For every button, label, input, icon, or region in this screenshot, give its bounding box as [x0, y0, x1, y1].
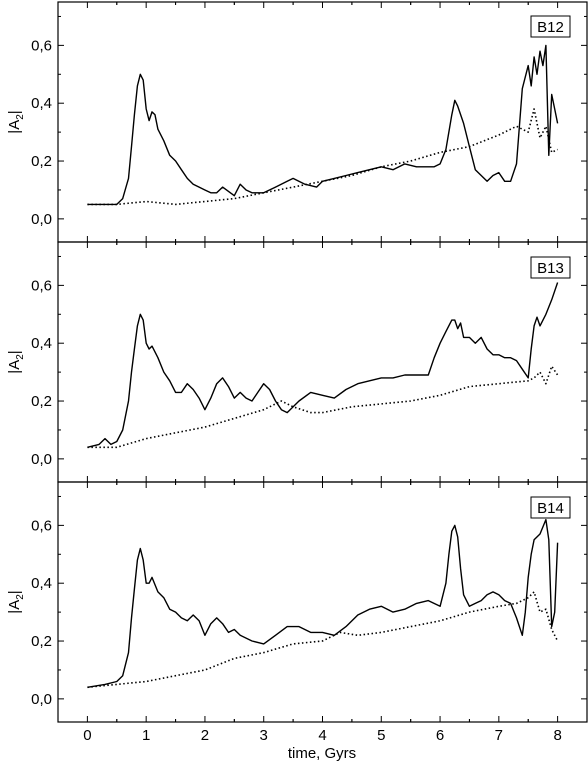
x-tick-label: 1 — [142, 727, 150, 744]
y-tick-label: 0,6 — [31, 277, 52, 294]
tick-labels: 0,0 0,2 0,4 0,6 — [31, 37, 52, 227]
x-tick-label: 2 — [201, 727, 209, 744]
x-tick-label: 3 — [260, 727, 268, 744]
panel-label-box — [530, 15, 571, 38]
y-tick-label: 0,6 — [31, 517, 52, 534]
y-tick-label: 0,2 — [31, 153, 52, 170]
x-tick-label: 6 — [436, 727, 444, 744]
panel-label-box — [530, 496, 571, 519]
tick-labels: 0,0 0,2 0,4 0,6 — [31, 277, 52, 467]
series-layer — [87, 44, 559, 206]
series-layer — [87, 518, 559, 689]
y-tick-label: 0,0 — [31, 451, 52, 468]
x-tick-labels: 0 1 2 3 4 5 6 7 8 — [83, 727, 562, 744]
y-tick-label: 0,2 — [31, 633, 52, 650]
panel-label: B12 — [537, 19, 564, 36]
y-tick-label: 0,4 — [31, 95, 52, 112]
series-solid-line — [87, 44, 559, 206]
series-dotted-line — [87, 108, 558, 206]
x-tick-label: 7 — [495, 727, 503, 744]
x-axis-label: time, Gyrs — [288, 745, 356, 762]
series-dotted-line — [87, 591, 559, 689]
panel-b12: 0,0 0,2 0,4 0,6 B12 |A2| — [6, 1, 588, 243]
y-tick-label: 0,0 — [31, 211, 52, 228]
panel-b14: 0,0 0,2 0,4 0,6 B14 |A2| — [6, 481, 588, 723]
y-tick-label: 0,2 — [31, 393, 52, 410]
y-tick-label: 0,0 — [31, 691, 52, 708]
series-layer — [87, 282, 559, 449]
y-tick-label: 0,6 — [31, 37, 52, 54]
y-axis-label: |A2| — [6, 350, 26, 373]
x-tick-label: 8 — [553, 727, 561, 744]
panel-label: B13 — [537, 260, 564, 277]
y-tick-label: 0,4 — [31, 335, 52, 352]
series-solid-line — [87, 518, 559, 688]
tick-labels: 0,0 0,2 0,4 0,6 — [31, 517, 52, 707]
x-tick-label: 5 — [377, 727, 385, 744]
plot-frame — [57, 1, 588, 243]
plot-frame — [57, 241, 588, 483]
axis-ticks — [58, 242, 587, 482]
series-solid-line — [87, 282, 559, 448]
x-tick-label: 0 — [83, 727, 91, 744]
axis-ticks — [58, 2, 587, 242]
axis-ticks — [58, 482, 587, 722]
panel-label: B14 — [537, 500, 564, 517]
panel-b13: 0,0 0,2 0,4 0,6 B13 |A2| — [6, 241, 588, 483]
panel-label-box — [530, 256, 571, 279]
y-tick-label: 0,4 — [31, 575, 52, 592]
y-axis-label: |A2| — [6, 590, 26, 613]
x-tick-label: 4 — [318, 727, 326, 744]
series-dotted-line — [87, 365, 559, 449]
y-axis-label: |A2| — [6, 110, 26, 133]
